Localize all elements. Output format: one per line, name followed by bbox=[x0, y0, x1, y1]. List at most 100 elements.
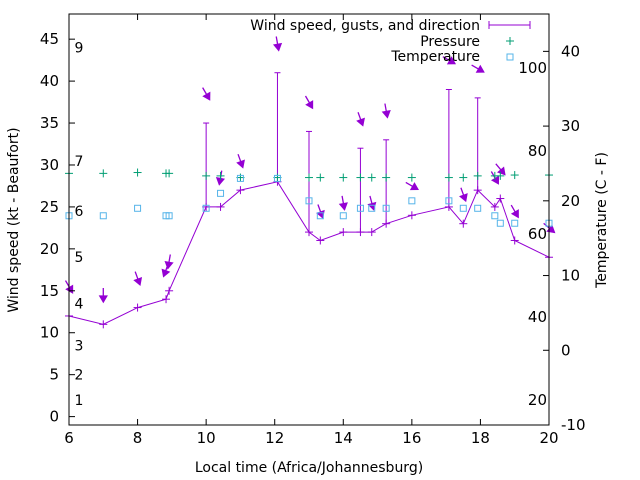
wind-direction-arrow-16 bbox=[442, 56, 457, 65]
y2-tick-label: 0 bbox=[561, 341, 571, 359]
pressure-point-17 bbox=[459, 173, 468, 182]
pressure-point-14 bbox=[382, 173, 391, 182]
y2-tick-label: 30 bbox=[561, 117, 580, 135]
temperature-point-18 bbox=[474, 204, 482, 212]
gust-bar-8 bbox=[274, 72, 281, 182]
pressure-point-5 bbox=[202, 171, 211, 180]
wind-speed-point-2 bbox=[133, 303, 142, 312]
y2-tick-label: -10 bbox=[561, 416, 586, 434]
y-tick-label: 45 bbox=[40, 30, 59, 48]
wind-direction-arrow-2 bbox=[133, 271, 143, 287]
axes-layer: 6 8 10 12 14 16 18 20051015202530354045-1001020… bbox=[40, 14, 586, 447]
y-tick-label: 5 bbox=[49, 366, 59, 384]
y-tick-label: 20 bbox=[40, 240, 59, 258]
fahrenheit-label: 60 bbox=[528, 225, 547, 243]
wind-speed-point-6 bbox=[216, 202, 225, 211]
y-tick-label: 40 bbox=[40, 72, 59, 90]
wind-speed-point-1 bbox=[99, 320, 108, 329]
wind-direction-arrow-21 bbox=[510, 204, 519, 219]
arrow-head bbox=[381, 109, 391, 119]
arrow-head bbox=[272, 42, 283, 52]
wind-speed-point-21 bbox=[510, 236, 519, 245]
temperature-point-10 bbox=[316, 212, 324, 220]
x-tick-label: 14 bbox=[334, 429, 353, 447]
y2-tick-label: 40 bbox=[561, 42, 580, 60]
temperature-point-21 bbox=[511, 219, 519, 227]
fahrenheit-label: 100 bbox=[518, 59, 547, 77]
arrow-head bbox=[490, 175, 500, 185]
temperature-point-16 bbox=[445, 197, 453, 205]
wind-direction-arrow-11 bbox=[338, 195, 348, 211]
wind-direction-arrow-7 bbox=[236, 153, 245, 169]
arrow-head bbox=[459, 193, 468, 203]
y-tick-label: 35 bbox=[40, 114, 59, 132]
beaufort-label: 1 bbox=[75, 393, 84, 409]
beaufort-label: 3 bbox=[75, 338, 84, 354]
x-tick-label: 20 bbox=[539, 429, 558, 447]
temperature-point-13 bbox=[368, 204, 376, 212]
x-axis-label: Local time (Africa/Johannesburg) bbox=[195, 460, 423, 476]
x-tick-label: 18 bbox=[471, 429, 490, 447]
pressure-point-21 bbox=[510, 171, 519, 180]
x-tick-label: 12 bbox=[265, 429, 284, 447]
y-tick-label: 30 bbox=[40, 156, 59, 174]
gust-bar-12 bbox=[357, 147, 364, 233]
temperature-point-12 bbox=[356, 204, 364, 212]
arrow-head bbox=[161, 268, 171, 278]
beaufort-label: 5 bbox=[75, 250, 84, 266]
wind-direction-arrow-20 bbox=[495, 163, 506, 176]
arrow-head bbox=[133, 277, 143, 287]
legend-temperature-marker bbox=[506, 53, 514, 61]
wind-speed-point-13 bbox=[367, 228, 376, 237]
temperature-point-6 bbox=[217, 189, 225, 197]
wind-direction-arrow-9 bbox=[304, 95, 314, 110]
gust-bar-16 bbox=[445, 88, 452, 207]
temperature-point-19 bbox=[491, 212, 499, 220]
arrow-head bbox=[338, 202, 348, 211]
y-tick-label: 0 bbox=[49, 408, 59, 426]
wind-direction-arrow-14 bbox=[381, 103, 391, 119]
temperature-point-20 bbox=[496, 219, 504, 227]
wind-speed-point-10 bbox=[316, 236, 325, 245]
x-tick-label: 16 bbox=[402, 429, 421, 447]
y-axis-label: Wind speed (kt - Beaufort) bbox=[6, 127, 22, 312]
pressure-point-6 bbox=[216, 171, 225, 180]
wind-speed-point-7 bbox=[236, 186, 245, 195]
arrow-head bbox=[164, 260, 174, 270]
arrow-head bbox=[497, 166, 506, 176]
pressure-point-1 bbox=[99, 169, 108, 178]
temperature-point-4 bbox=[165, 212, 173, 220]
temperature-point-11 bbox=[339, 212, 347, 220]
wind-speed-point-19 bbox=[490, 202, 499, 211]
pressure-point-4 bbox=[165, 169, 174, 178]
pressure-point-13 bbox=[367, 173, 376, 182]
wind-speed-point-15 bbox=[407, 211, 416, 220]
wind-speed-point-17 bbox=[459, 219, 468, 228]
wind-speed-point-11 bbox=[339, 228, 348, 237]
y2-tick-label: 20 bbox=[561, 192, 580, 210]
wind-direction-arrow-17 bbox=[459, 187, 468, 203]
fahrenheit-label: 40 bbox=[528, 308, 547, 326]
legend: Wind speed, gusts, and direction Pressur… bbox=[250, 18, 531, 65]
temperature-point-1 bbox=[99, 212, 107, 220]
pressure-point-16 bbox=[444, 173, 453, 182]
wind-direction-arrow-12 bbox=[356, 112, 365, 127]
wind-speed-point-4 bbox=[165, 286, 174, 295]
pressure-point-12 bbox=[356, 173, 365, 182]
beaufort-label: 4 bbox=[75, 296, 84, 312]
pressure-point-2 bbox=[133, 168, 142, 177]
fahrenheit-label: 80 bbox=[528, 142, 547, 160]
x-tick-label: 6 bbox=[64, 429, 74, 447]
y2-tick-label: 10 bbox=[561, 267, 580, 285]
wind-direction-arrow-4 bbox=[164, 254, 174, 270]
pressure-point-9 bbox=[305, 173, 313, 182]
x-tick-label: 10 bbox=[197, 429, 216, 447]
arrow-head bbox=[305, 100, 314, 110]
legend-pressure-label: Pressure bbox=[420, 34, 480, 50]
arrow-head bbox=[98, 295, 108, 304]
gust-bar-14 bbox=[383, 139, 390, 224]
wind-direction-arrow-15 bbox=[405, 181, 420, 191]
temperature-point-8 bbox=[273, 174, 281, 182]
beaufort-label: 6 bbox=[75, 204, 84, 220]
arrow-head bbox=[475, 64, 485, 73]
